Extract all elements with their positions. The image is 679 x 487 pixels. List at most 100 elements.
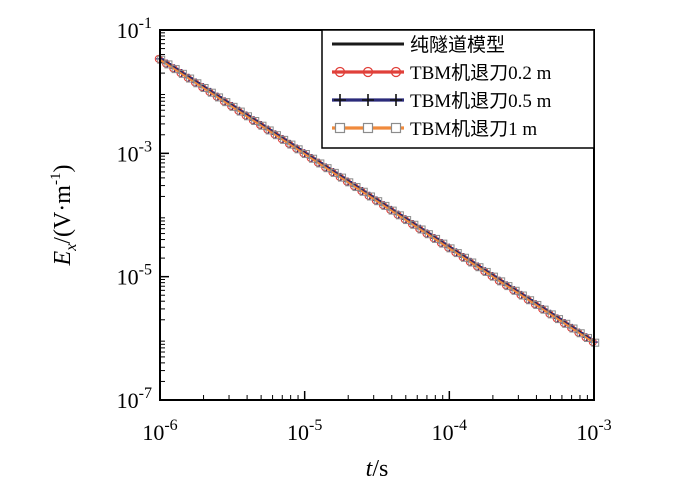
series-marker-square: [215, 93, 224, 102]
series-marker-square: [374, 197, 383, 206]
y-tick-exp: -5: [139, 262, 152, 279]
y-axis-title-rest-b: ): [50, 165, 76, 173]
series-marker-square: [272, 131, 281, 140]
legend-item-3: TBM机退刀0.5 m: [332, 90, 552, 112]
x-axis-title: t/s: [366, 456, 389, 482]
series-marker-square: [251, 117, 260, 126]
series-marker-square: [410, 220, 419, 229]
series-marker-square: [338, 173, 347, 182]
legend-swatch-marker: [334, 94, 346, 106]
series-marker-square: [157, 55, 166, 64]
legend-label: TBM机退刀0.2 m: [410, 62, 552, 84]
legend-swatch-marker: [362, 66, 374, 78]
x-tick-base: 10: [142, 420, 164, 445]
legend-item-4: TBM机退刀1 m: [332, 118, 537, 140]
series-marker-square: [186, 74, 195, 83]
series-marker-square: [258, 121, 267, 130]
series-marker-square: [555, 315, 564, 324]
series-4: [157, 55, 600, 347]
legend-label: TBM机退刀1 m: [410, 118, 537, 140]
x-tick-label: 10-3: [576, 417, 611, 445]
series-marker-square: [482, 267, 491, 276]
series-marker-square: [265, 126, 274, 135]
series-marker-square: [323, 164, 332, 173]
x-tick-label: 10-5: [287, 417, 322, 445]
series-marker-square: [171, 65, 180, 74]
series-marker-square: [359, 187, 368, 196]
series-marker-square: [309, 154, 318, 163]
series-marker-square: [518, 291, 527, 300]
series-marker-square: [381, 201, 390, 210]
series-marker-square: [164, 60, 173, 69]
series-marker-square: [417, 225, 426, 234]
legend-label: TBM机退刀0.5 m: [410, 90, 552, 112]
y-tick-label: 10-7: [117, 385, 152, 413]
y-tick-exp: -3: [139, 138, 152, 155]
x-axis-title-rest: /s: [372, 456, 388, 482]
series-marker-square: [583, 333, 592, 342]
series-marker-square: [562, 319, 571, 328]
x-axis-title-italic: t: [366, 456, 374, 482]
legend-item-2: TBM机退刀0.2 m: [332, 62, 552, 84]
legend-label: 纯隧道模型: [410, 34, 505, 56]
series-marker-square: [576, 329, 585, 338]
y-tick-base: 10: [117, 141, 139, 166]
series-marker-square: [461, 253, 469, 262]
x-tick-base: 10: [287, 420, 309, 445]
legend-swatch-marker: [362, 122, 374, 134]
y-axis-title-sub: x: [63, 244, 80, 252]
series-marker-square: [200, 83, 209, 92]
series-marker-square: [403, 216, 412, 225]
series-marker-square: [547, 310, 556, 319]
series-marker-square: [207, 88, 216, 97]
series-line: [159, 58, 595, 344]
legend-swatch-marker: [362, 94, 374, 106]
y-axis-title-sup: -1: [48, 173, 64, 186]
x-tick-exp: -4: [454, 417, 467, 434]
series-marker-square: [222, 98, 231, 107]
x-tick-label: 10-6: [142, 417, 177, 445]
series-marker-square: [497, 277, 506, 286]
series-marker-square: [504, 282, 513, 291]
x-tick-base: 10: [576, 420, 598, 445]
series-marker-square: [229, 102, 238, 111]
y-tick-label: 10-3: [117, 138, 152, 166]
series-marker-square: [432, 234, 441, 243]
series-marker-square: [388, 206, 397, 215]
series-marker-square: [468, 258, 477, 267]
series-marker-square: [280, 135, 289, 144]
series-marker-square: [526, 296, 535, 305]
series-marker-square: [446, 244, 455, 253]
y-axis-title: Ex/(V·m-1): [48, 165, 80, 267]
series-marker-square: [345, 178, 354, 187]
series-marker-square: [569, 324, 578, 333]
series-marker-square: [236, 107, 245, 116]
series-marker-square: [294, 145, 303, 154]
series-marker-square: [193, 79, 202, 88]
series-marker-square: [439, 239, 448, 248]
series-marker-square: [540, 305, 549, 314]
y-axis-ticks: 10-110-310-510-7: [117, 15, 169, 413]
series-marker-square: [178, 69, 187, 78]
y-tick-base: 10: [117, 388, 139, 413]
y-tick-exp: -1: [139, 15, 152, 32]
series-marker-square: [591, 338, 600, 347]
series-marker-square: [287, 140, 296, 149]
legend-swatch-marker: [390, 94, 402, 106]
legend-item-1: 纯隧道模型: [332, 34, 505, 56]
series-marker-square: [453, 249, 462, 258]
series-marker-square: [352, 183, 361, 192]
legend: 纯隧道模型 TBM机退刀0.2 m TBM机退刀0.5 m TBM机退刀1 m: [321, 29, 595, 149]
x-tick-exp: -3: [598, 417, 611, 434]
y-axis-title-rest-a: /(V·m: [50, 185, 76, 244]
series-marker-square: [244, 112, 252, 121]
y-tick-exp: -7: [139, 385, 152, 402]
x-axis-ticks: 10-6 10-5 10-4 10-3: [142, 391, 612, 445]
series-marker-square: [489, 272, 498, 281]
series-marker-square: [424, 230, 433, 239]
series-marker-square: [395, 211, 404, 220]
y-tick-base: 10: [117, 265, 139, 290]
x-tick-exp: -6: [164, 417, 177, 434]
legend-swatch-marker: [334, 66, 346, 78]
x-tick-label: 10-4: [432, 417, 467, 445]
